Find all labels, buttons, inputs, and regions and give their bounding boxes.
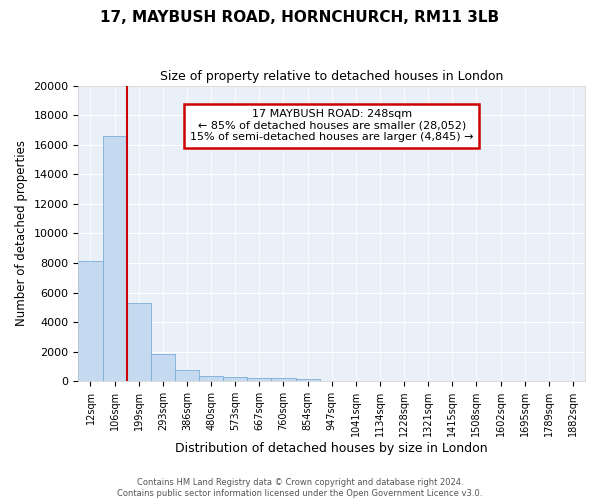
Title: Size of property relative to detached houses in London: Size of property relative to detached ho…	[160, 70, 503, 83]
Bar	[223, 377, 247, 381]
Bar	[79, 260, 103, 381]
X-axis label: Distribution of detached houses by size in London: Distribution of detached houses by size …	[175, 442, 488, 455]
Bar	[199, 376, 223, 381]
Bar	[103, 136, 127, 381]
Bar	[151, 354, 175, 381]
Y-axis label: Number of detached properties: Number of detached properties	[15, 140, 28, 326]
Bar	[127, 303, 151, 381]
Bar	[247, 378, 271, 381]
Text: 17, MAYBUSH ROAD, HORNCHURCH, RM11 3LB: 17, MAYBUSH ROAD, HORNCHURCH, RM11 3LB	[100, 10, 500, 25]
Bar	[271, 378, 296, 381]
Text: Contains HM Land Registry data © Crown copyright and database right 2024.
Contai: Contains HM Land Registry data © Crown c…	[118, 478, 482, 498]
Text: 17 MAYBUSH ROAD: 248sqm
← 85% of detached houses are smaller (28,052)
15% of sem: 17 MAYBUSH ROAD: 248sqm ← 85% of detache…	[190, 109, 473, 142]
Bar	[296, 378, 320, 381]
Bar	[175, 370, 199, 381]
